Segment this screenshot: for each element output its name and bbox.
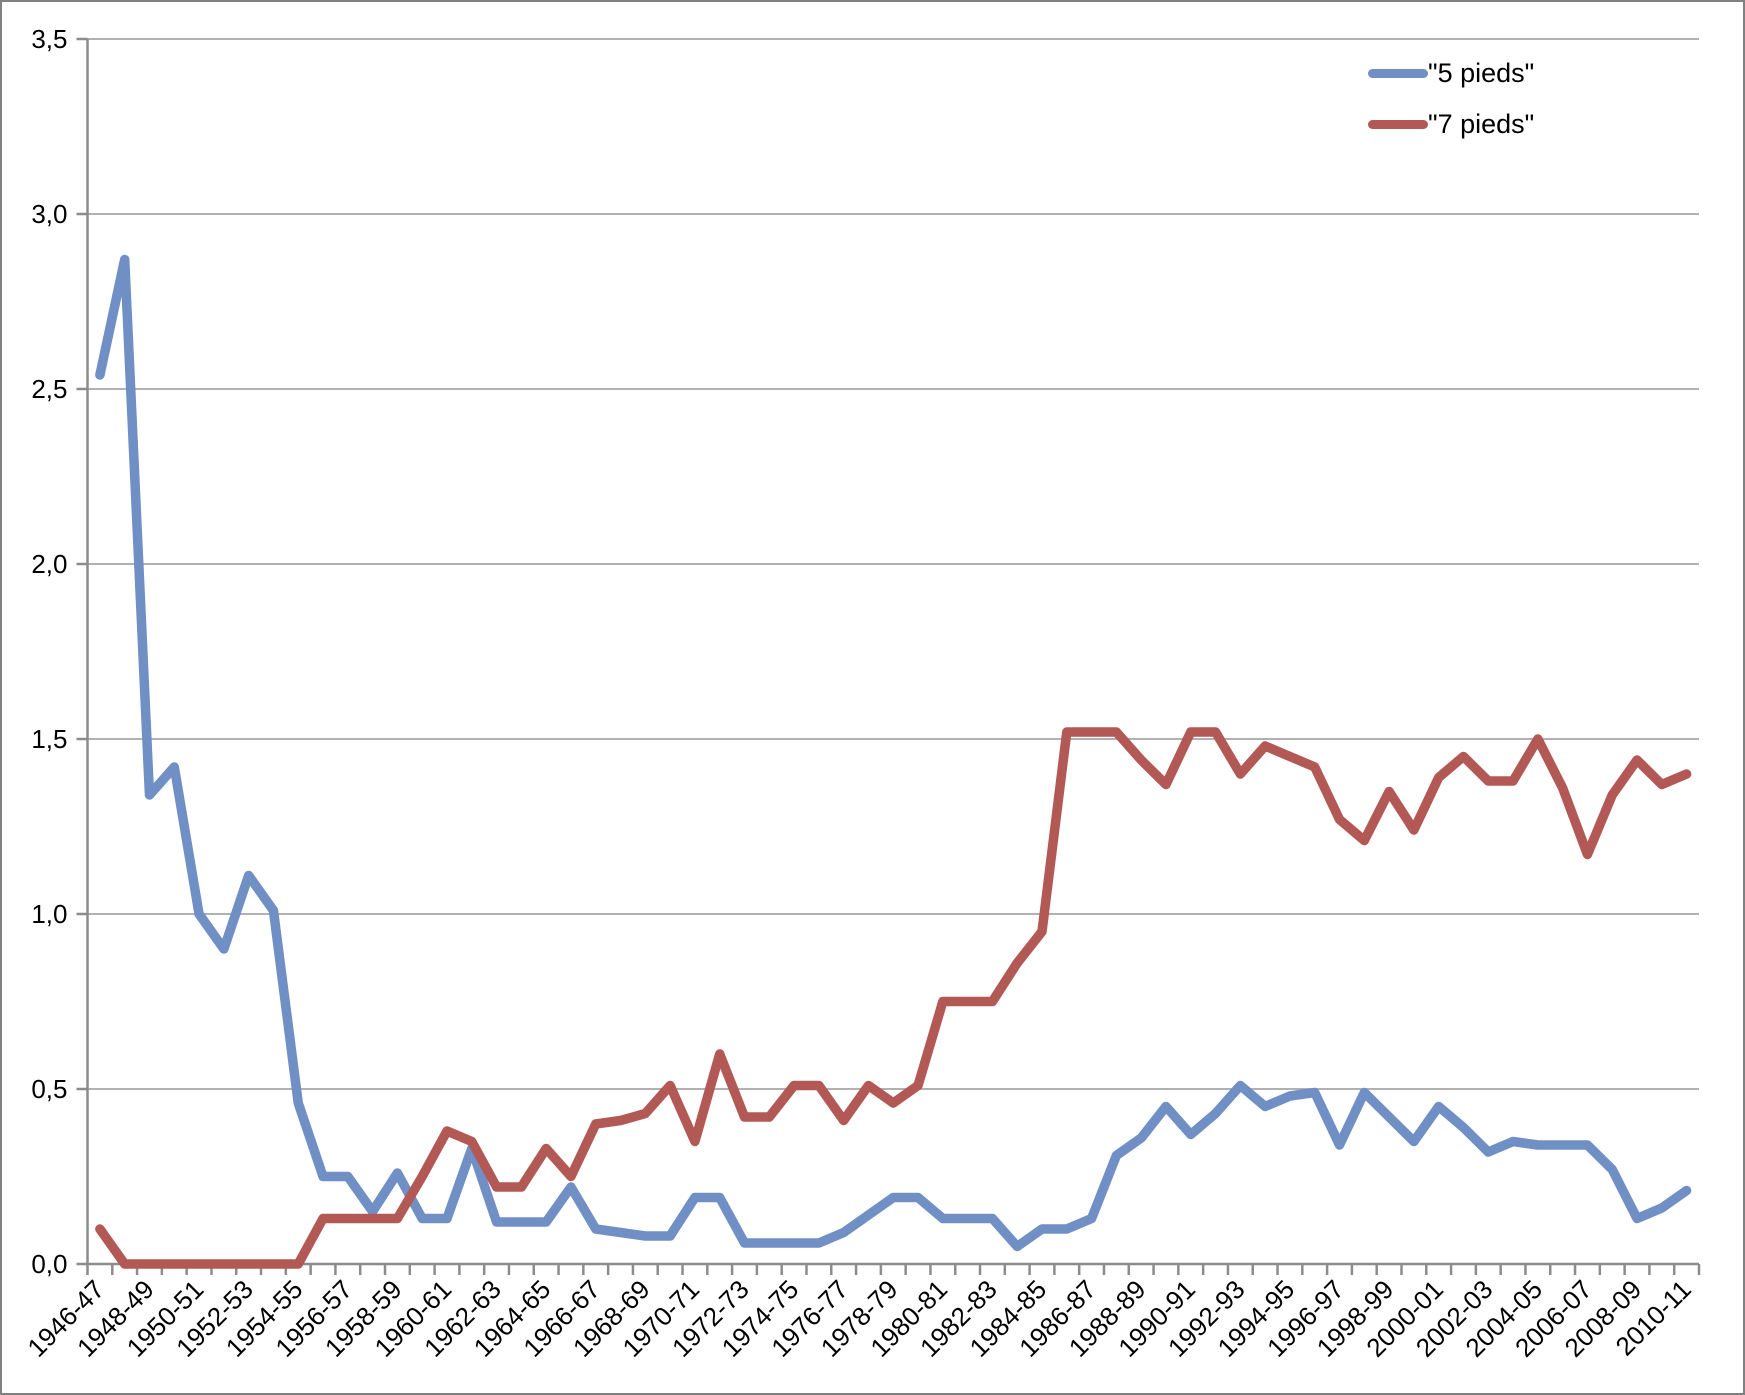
legend-line-swatch-5-pieds	[1368, 68, 1428, 78]
y-tick-label: 1,5	[31, 724, 67, 754]
legend-item-5-pieds[interactable]: "5 pieds"	[1368, 56, 1534, 90]
legend: "5 pieds" "7 pieds"	[1368, 56, 1534, 141]
legend-label-5-pieds: "5 pieds"	[1428, 58, 1535, 88]
y-tick-label: 0,5	[31, 1074, 67, 1104]
y-tick-label: 3,5	[31, 24, 67, 54]
legend-line-swatch-7-pieds	[1368, 119, 1428, 129]
y-tick-label: 1,0	[31, 899, 67, 929]
series-line-7-pieds	[95, 727, 1692, 1269]
y-tick-label: 0,0	[31, 1249, 67, 1279]
y-tick-label: 2,0	[31, 549, 67, 579]
legend-label-7-pieds: "7 pieds"	[1428, 109, 1535, 139]
y-tick-label: 3,0	[31, 199, 67, 229]
legend-item-7-pieds[interactable]: "7 pieds"	[1368, 107, 1534, 141]
series-line-5-pieds	[95, 254, 1692, 1252]
y-tick-label: 2,5	[31, 374, 67, 404]
